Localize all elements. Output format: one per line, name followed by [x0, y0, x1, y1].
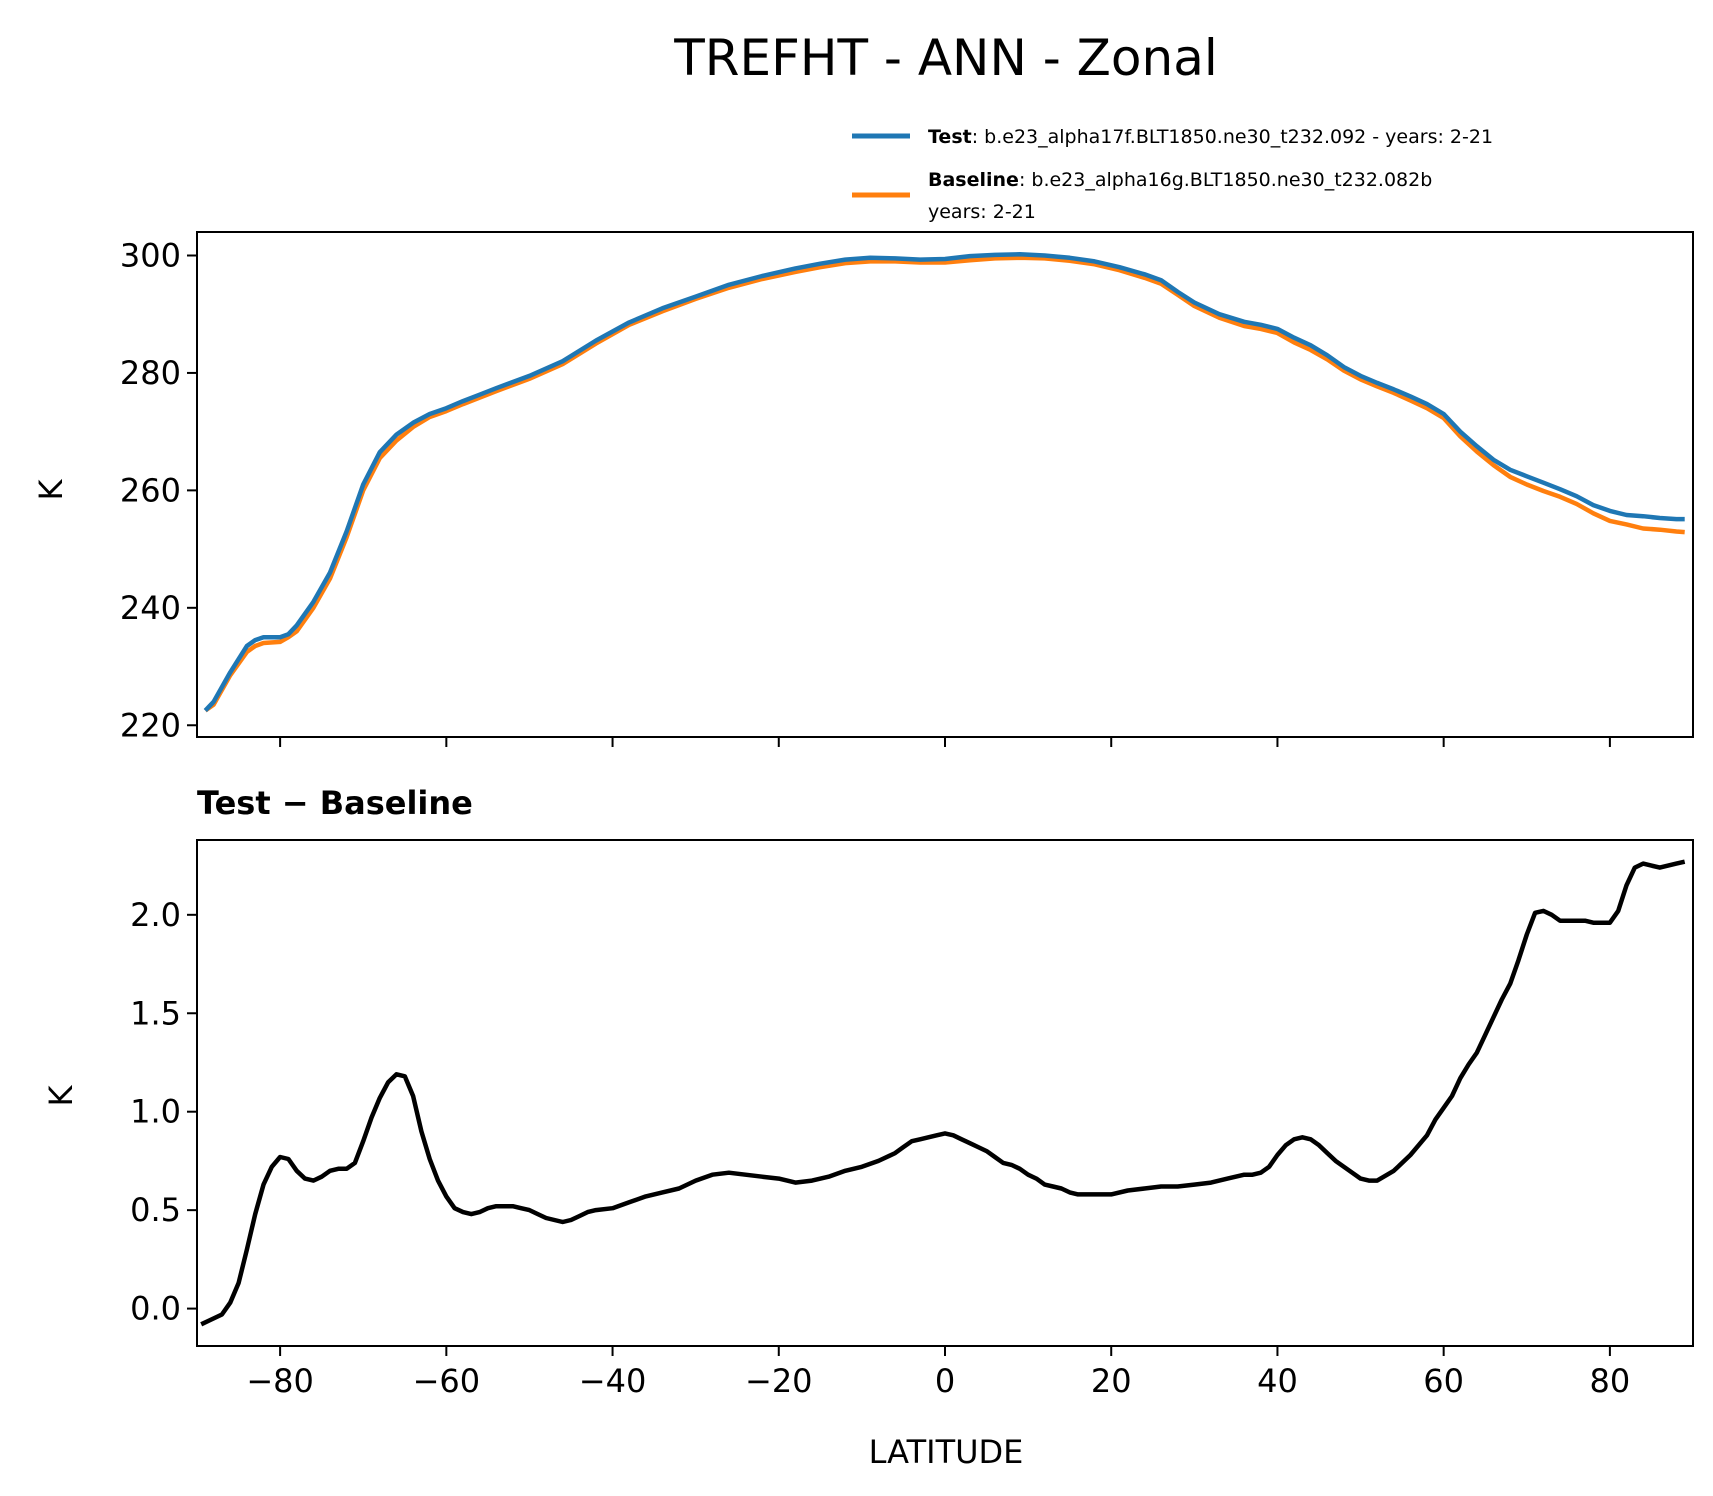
- bottom-y-axis-label: K: [42, 1084, 80, 1106]
- baseline-series-line: [203, 255, 1685, 713]
- top-panel: 220 240 260 280 300 K: [32, 231, 1694, 747]
- bottom-ytick-label: 0.0: [130, 1290, 181, 1328]
- top-y-ticks: 220 240 260 280 300: [120, 236, 197, 744]
- top-ytick-label: 220: [120, 706, 181, 744]
- legend-baseline-text-line2: years: 2-21: [928, 201, 1036, 223]
- top-x-ticks: [279, 737, 1611, 747]
- bottom-plot-area: [200, 859, 1686, 1327]
- figure-title: TREFHT - ANN - Zonal: [673, 29, 1218, 87]
- bottom-ytick-label: 2.0: [130, 896, 181, 934]
- legend-baseline-entry: Baseline: b.e23_alpha16g.BLT1850.ne30_t2…: [928, 169, 1432, 191]
- top-plot-area: [203, 252, 1685, 713]
- legend-baseline-key: Baseline: [928, 169, 1019, 191]
- bottom-xtick-label: −20: [745, 1362, 813, 1400]
- bottom-x-ticks: −80 −60 −40 −20 0 20 40 60 80: [246, 1346, 1630, 1400]
- difference-series-line: [200, 859, 1686, 1327]
- bottom-xtick-label: −40: [579, 1362, 647, 1400]
- bottom-xtick-label: 0: [935, 1362, 955, 1400]
- x-axis-label: LATITUDE: [869, 1433, 1024, 1471]
- test-series-line: [203, 252, 1685, 713]
- bottom-ytick-label: 1.0: [130, 1093, 181, 1131]
- bottom-xtick-label: −80: [246, 1362, 314, 1400]
- legend-test-text: : b.e23_alpha17f.BLT1850.ne30_t232.092 -…: [972, 126, 1493, 148]
- bottom-ytick-label: 1.5: [130, 994, 181, 1032]
- legend-test-entry: Test: b.e23_alpha17f.BLT1850.ne30_t232.0…: [928, 126, 1493, 148]
- bottom-panel: Test − Baseline 0.0 0.5 1.0 1.5 2.0 −80 −60 −4…: [42, 784, 1694, 1471]
- bottom-panel-title: Test − Baseline: [197, 784, 473, 822]
- bottom-xtick-label: 20: [1091, 1362, 1132, 1400]
- bottom-ytick-label: 0.5: [130, 1191, 181, 1229]
- top-y-axis-label: K: [32, 478, 70, 500]
- legend: Test: b.e23_alpha17f.BLT1850.ne30_t232.0…: [852, 126, 1493, 223]
- bottom-xtick-label: 60: [1423, 1362, 1464, 1400]
- bottom-xtick-label: 80: [1590, 1362, 1631, 1400]
- bottom-axes-frame: [196, 839, 1694, 1347]
- top-axes-frame: [196, 231, 1694, 738]
- top-ytick-label: 240: [120, 589, 181, 627]
- top-ytick-label: 280: [120, 354, 181, 392]
- bottom-xtick-label: −60: [413, 1362, 481, 1400]
- legend-baseline-text: : b.e23_alpha16g.BLT1850.ne30_t232.082b: [1019, 169, 1432, 191]
- legend-test-key: Test: [928, 126, 972, 148]
- top-ytick-label: 300: [120, 236, 181, 274]
- bottom-xtick-label: 40: [1257, 1362, 1298, 1400]
- top-ytick-label: 260: [120, 471, 181, 509]
- bottom-y-ticks: 0.0 0.5 1.0 1.5 2.0: [130, 896, 197, 1328]
